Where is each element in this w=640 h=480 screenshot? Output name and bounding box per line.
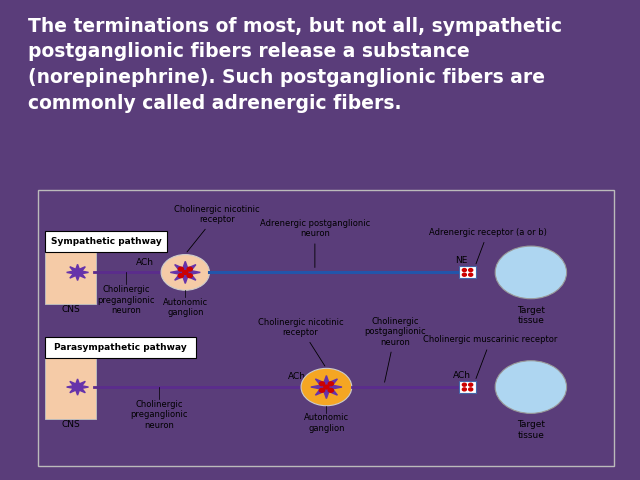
Text: Target
tissue: Target tissue	[517, 305, 545, 325]
Circle shape	[468, 383, 473, 386]
Text: ACh: ACh	[452, 371, 471, 380]
Text: ACh: ACh	[287, 372, 305, 381]
Circle shape	[179, 274, 184, 277]
Text: Autonomic
ganglion: Autonomic ganglion	[163, 298, 208, 317]
FancyBboxPatch shape	[45, 231, 168, 252]
Circle shape	[179, 267, 184, 271]
FancyBboxPatch shape	[45, 240, 96, 304]
Circle shape	[319, 388, 324, 392]
FancyBboxPatch shape	[45, 355, 96, 419]
Text: Adrenergic receptor (a or b): Adrenergic receptor (a or b)	[429, 228, 547, 264]
Circle shape	[187, 267, 192, 271]
Text: Cholinergic
preganglionic
neuron: Cholinergic preganglionic neuron	[131, 400, 188, 430]
Circle shape	[462, 383, 467, 386]
Circle shape	[187, 274, 192, 277]
Text: Cholinergic
preganglionic
neuron: Cholinergic preganglionic neuron	[97, 285, 155, 315]
Text: Autonomic
ganglion: Autonomic ganglion	[304, 413, 349, 433]
Circle shape	[301, 368, 352, 406]
Text: Cholinergic nicotinic
receptor: Cholinergic nicotinic receptor	[258, 318, 343, 366]
Circle shape	[462, 273, 467, 276]
Text: CNS: CNS	[61, 420, 80, 429]
Text: Cholinergic
postganglionic
neuron: Cholinergic postganglionic neuron	[365, 317, 426, 382]
Circle shape	[468, 273, 473, 276]
Polygon shape	[67, 264, 88, 280]
Text: The terminations of most, but not all, sympathetic
postganglionic fibers release: The terminations of most, but not all, s…	[28, 17, 563, 113]
Circle shape	[462, 269, 467, 272]
Text: Cholinergic muscarinic receptor: Cholinergic muscarinic receptor	[424, 336, 557, 379]
FancyBboxPatch shape	[460, 266, 476, 278]
Circle shape	[462, 388, 467, 391]
Circle shape	[468, 388, 473, 391]
Circle shape	[328, 382, 333, 386]
Circle shape	[495, 361, 566, 413]
Circle shape	[495, 246, 566, 299]
Text: ACh: ACh	[136, 258, 154, 267]
FancyBboxPatch shape	[460, 381, 476, 393]
Circle shape	[161, 254, 209, 290]
Text: CNS: CNS	[61, 305, 80, 314]
Text: Adrenergic postganglionic
neuron: Adrenergic postganglionic neuron	[260, 219, 370, 267]
Text: NE: NE	[456, 256, 468, 265]
Circle shape	[319, 382, 324, 386]
Text: Sympathetic pathway: Sympathetic pathway	[51, 237, 161, 246]
Circle shape	[324, 385, 329, 389]
Polygon shape	[67, 379, 88, 395]
Circle shape	[328, 388, 333, 392]
Polygon shape	[170, 261, 200, 283]
FancyBboxPatch shape	[45, 337, 196, 358]
Text: Cholinergic nicotinic
receptor: Cholinergic nicotinic receptor	[174, 205, 260, 252]
Text: Parasympathetic pathway: Parasympathetic pathway	[54, 343, 187, 352]
Polygon shape	[311, 375, 342, 398]
Circle shape	[182, 271, 188, 274]
Text: Target
tissue: Target tissue	[517, 420, 545, 440]
Circle shape	[468, 269, 473, 272]
